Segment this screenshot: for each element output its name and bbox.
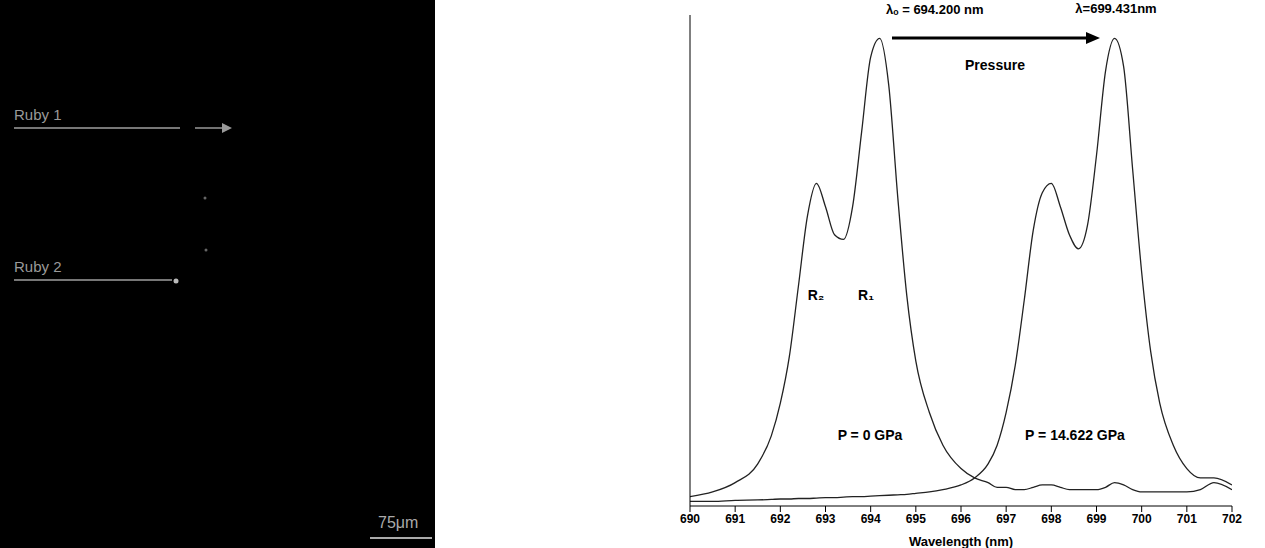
html-text:P = 14.622 GPa: P = 14.622 GPa xyxy=(1025,427,1125,443)
svg-text:693: 693 xyxy=(815,512,835,526)
svg-text:695: 695 xyxy=(906,512,926,526)
svg-text:691: 691 xyxy=(725,512,745,526)
html-text:R₁: R₁ xyxy=(858,287,874,303)
html-text:λₒ = 694.200 nm: λₒ = 694.200 nm xyxy=(886,2,984,17)
svg-text:701: 701 xyxy=(1177,512,1197,526)
html-text:P = 0 GPa: P = 0 GPa xyxy=(837,427,903,443)
svg-text:Wavelength (nm): Wavelength (nm) xyxy=(909,534,1013,548)
svg-text:694: 694 xyxy=(861,512,881,526)
html-text:R₂: R₂ xyxy=(807,287,825,303)
html-text:Ruby 2: Ruby 2 xyxy=(14,258,62,275)
html-text:75μm: 75μm xyxy=(378,514,419,531)
svg-text:692: 692 xyxy=(770,512,790,526)
svg-text:696: 696 xyxy=(951,512,971,526)
svg-text:702: 702 xyxy=(1222,512,1242,526)
svg-text:698: 698 xyxy=(1041,512,1061,526)
svg-text:700: 700 xyxy=(1132,512,1152,526)
svg-text:697: 697 xyxy=(996,512,1016,526)
svg-text:690: 690 xyxy=(680,512,700,526)
html-text:Pressure: Pressure xyxy=(965,57,1025,73)
html-text:λ=699.431nm: λ=699.431nm xyxy=(1075,1,1157,16)
svg-text:699: 699 xyxy=(1086,512,1106,526)
html-text:Ruby 1: Ruby 1 xyxy=(14,106,62,123)
